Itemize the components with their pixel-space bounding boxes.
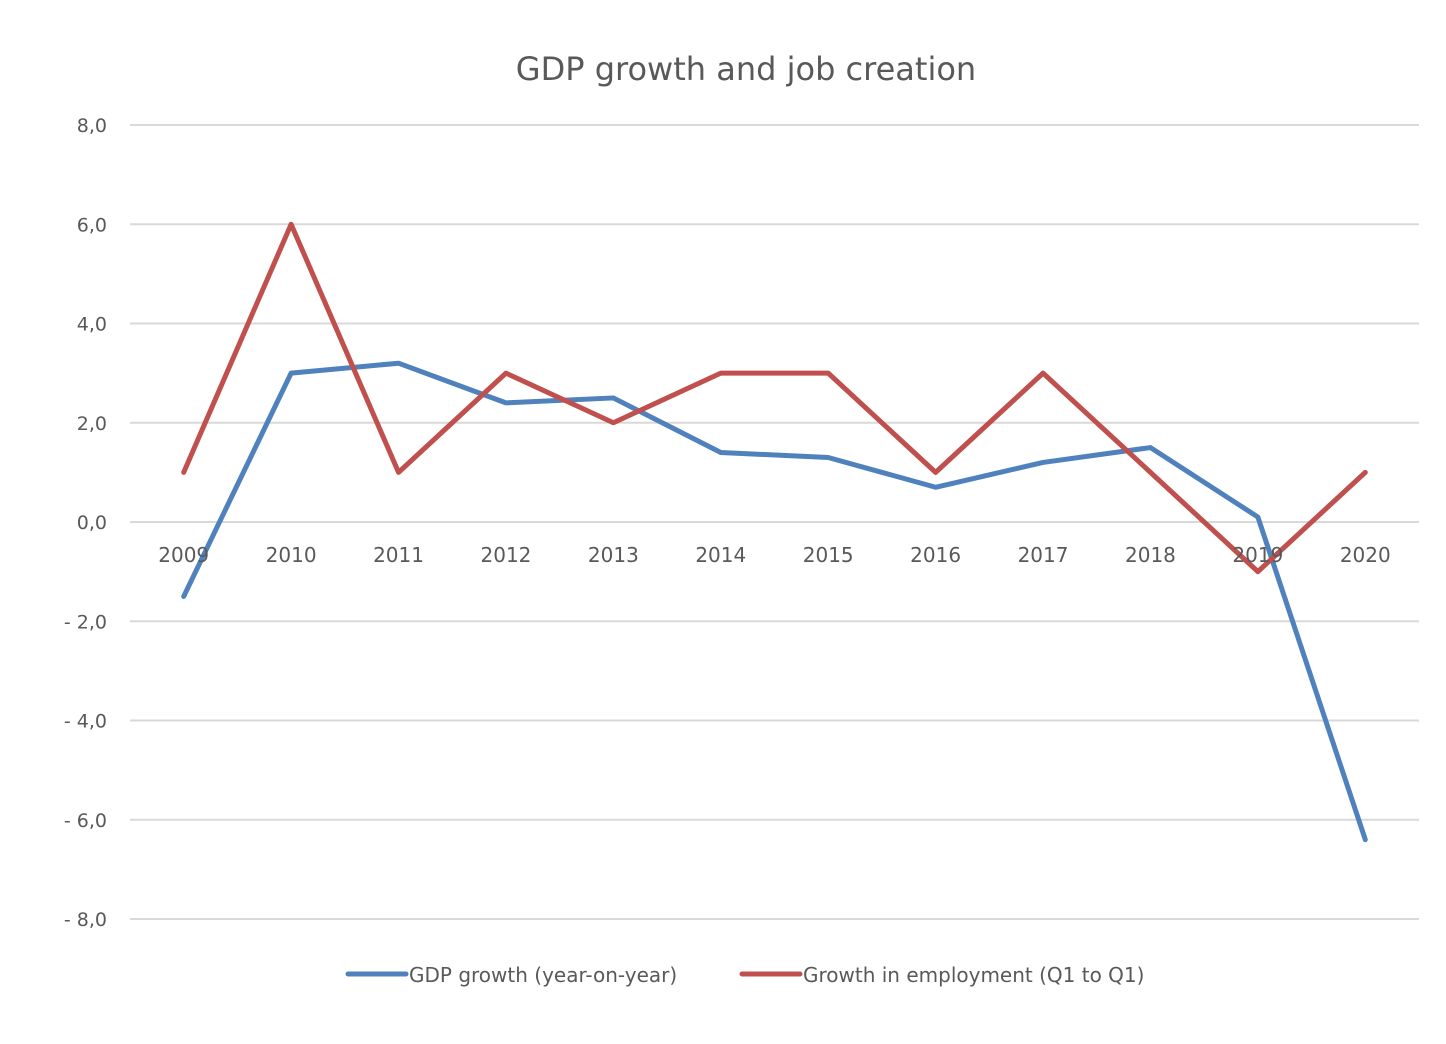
y-axis-ticks: 8,0 6,0 4,0 2,0 0,0 - 2,0 - 4,0 - 6,0 - 8,0 [64, 115, 107, 931]
legend-label: GDP growth (year-on-year) [409, 963, 677, 987]
legend-label: Growth in employment (Q1 to Q1) [803, 963, 1144, 987]
y-tick-label: 6,0 [77, 214, 107, 236]
x-tick-label: 2011 [373, 543, 424, 567]
series-line-gdp-growth [181, 360, 1368, 843]
x-tick-label: 2014 [695, 543, 746, 567]
y-tick-label: - 4,0 [64, 711, 107, 733]
x-tick-label: 2013 [588, 543, 639, 567]
legend: GDP growth (year-on-year) Growth in emplo… [345, 963, 1144, 987]
x-tick-label: 2009 [158, 543, 209, 567]
y-tick-label: - 8,0 [64, 909, 107, 931]
x-tick-label: 2018 [1125, 543, 1176, 567]
chart-title: GDP growth and job creation [516, 50, 976, 88]
y-tick-label: 0,0 [77, 512, 107, 534]
x-tick-label: 2019 [1232, 543, 1283, 567]
gridlines [130, 124, 1419, 920]
y-tick-label: 2,0 [77, 413, 107, 435]
x-tick-label: 2015 [803, 543, 854, 567]
x-tick-label: 2016 [910, 543, 961, 567]
x-tick-label: 2012 [481, 543, 532, 567]
series-lines [181, 221, 1368, 843]
x-tick-label: 2010 [266, 543, 317, 567]
x-axis-ticks: 2009 2010 2011 2012 2013 2014 2015 2016 2017 2018… [158, 543, 1390, 567]
x-tick-label: 2017 [1018, 543, 1069, 567]
x-tick-label: 2020 [1340, 543, 1391, 567]
series-line-employment-growth [181, 221, 1368, 575]
y-tick-label: - 2,0 [64, 611, 107, 633]
y-tick-label: - 6,0 [64, 810, 107, 832]
y-tick-label: 8,0 [77, 115, 107, 137]
y-tick-label: 4,0 [77, 314, 107, 336]
